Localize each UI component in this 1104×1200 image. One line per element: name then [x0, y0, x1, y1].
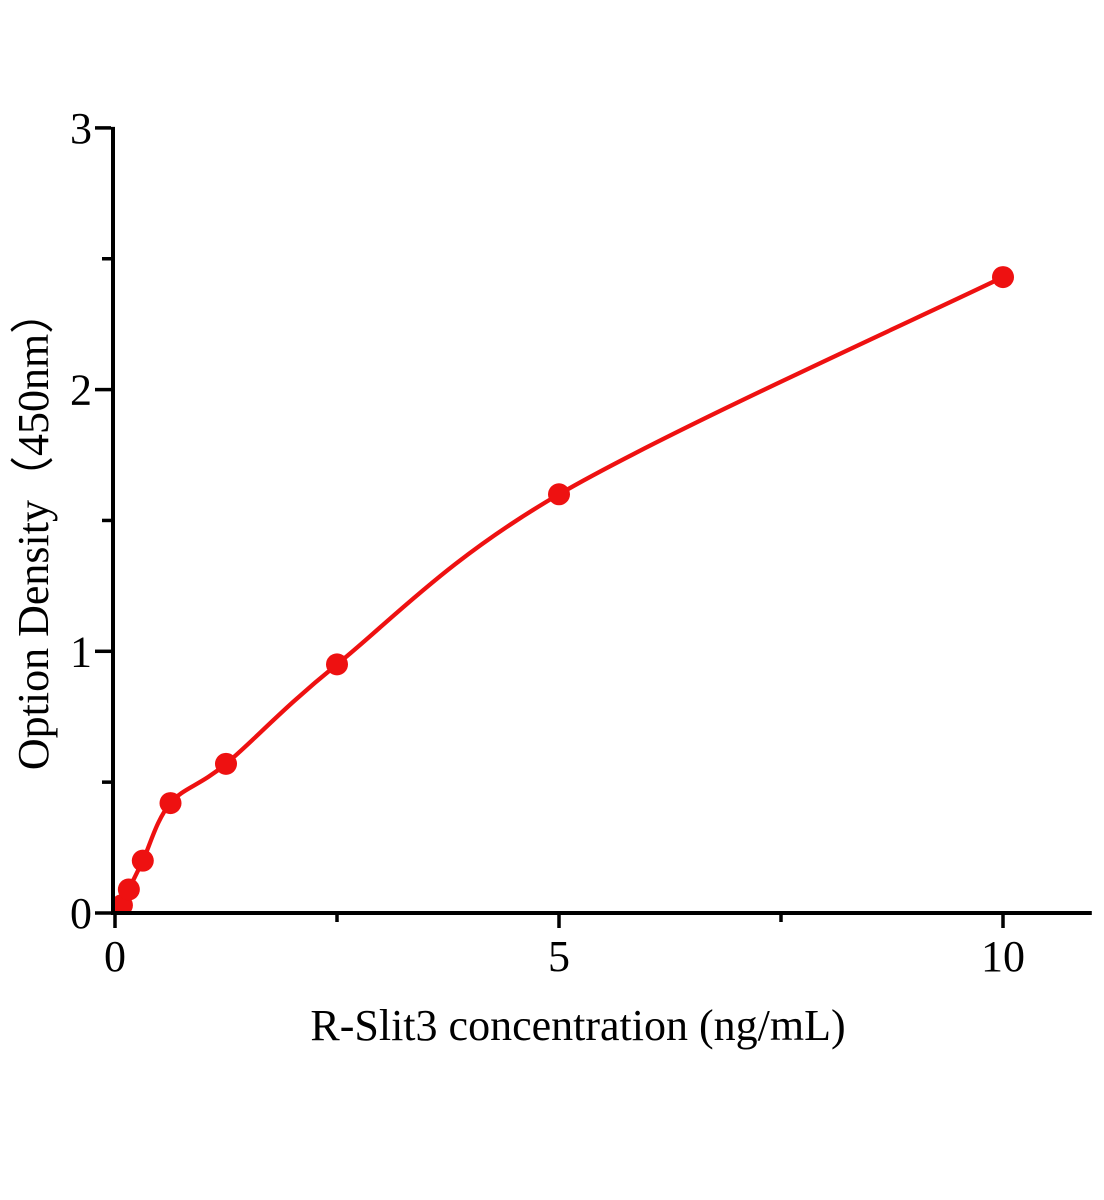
y-tick-label: 0	[70, 889, 92, 938]
y-tick-label: 2	[70, 366, 92, 415]
y-axis-title: Option Density（450nm）	[9, 290, 58, 770]
data-point	[117, 878, 140, 901]
data-point	[215, 752, 237, 775]
data-layer	[115, 266, 1014, 911]
data-point	[992, 266, 1014, 289]
data-point	[131, 849, 154, 872]
x-tick-label: 5	[548, 932, 570, 981]
x-axis-title: R-Slit3 concentration (ng/mL)	[310, 1001, 845, 1050]
data-point	[326, 653, 348, 676]
x-tick-label: 10	[981, 932, 1025, 981]
fit-curve	[115, 275, 1004, 911]
y-tick-label: 1	[70, 627, 92, 676]
axes: 0 5 10 0 1 2 3	[70, 104, 1092, 981]
data-point	[159, 792, 182, 815]
y-tick-label: 3	[70, 104, 92, 153]
x-tick-label: 0	[104, 932, 126, 981]
data-point	[548, 483, 570, 506]
